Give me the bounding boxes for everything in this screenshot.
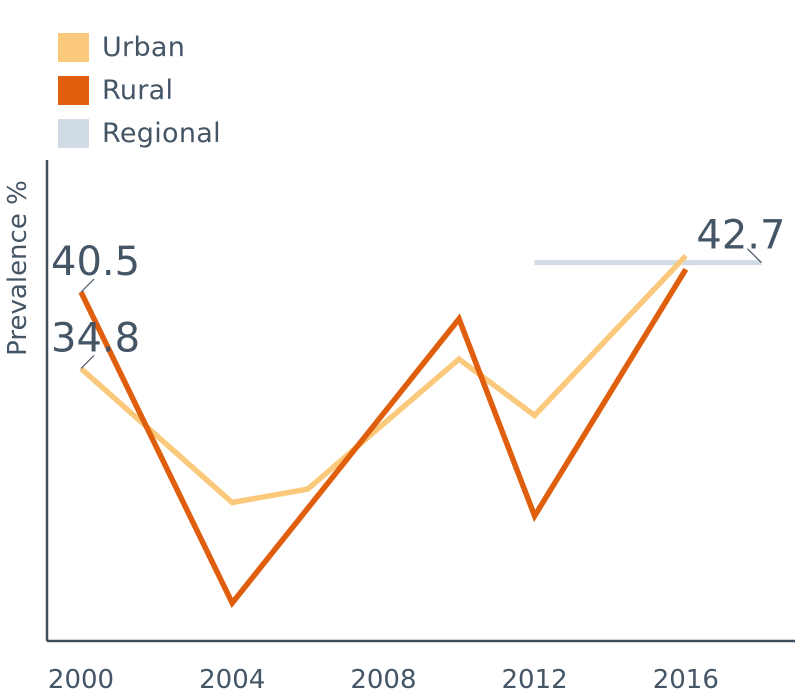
chart-series (78, 254, 762, 609)
annotation-leader-urban (80, 355, 95, 369)
annotation-leader-regional (746, 248, 762, 264)
chart-annotations: 40.5 34.8 42.7 (51, 213, 785, 369)
x-tick-label-2008: 2008 (350, 665, 416, 695)
series-line-rural (78, 267, 689, 609)
annotation-leader-rural (80, 278, 95, 293)
chart-axes: 2000 2004 2008 2012 2016 (45, 160, 795, 695)
annotation-label-regional: 42.7 (696, 213, 785, 259)
x-tick-label-2004: 2004 (199, 665, 265, 695)
legend-swatch-urban (58, 33, 89, 62)
y-axis-label: Prevalence % (3, 180, 33, 356)
legend-label-rural: Rural (102, 75, 174, 106)
x-tick-label-2012: 2012 (502, 665, 568, 695)
series-line-urban (79, 254, 688, 506)
chart-legend: Urban Rural Regional (58, 26, 221, 155)
annotation-label-rural: 40.5 (51, 239, 140, 285)
legend-swatch-regional (58, 119, 89, 148)
legend-swatch-rural (58, 76, 89, 105)
legend-label-regional: Regional (102, 118, 221, 149)
annotation-label-urban: 34.8 (51, 316, 140, 362)
legend-item-urban: Urban (58, 26, 221, 69)
legend-item-regional: Regional (58, 112, 221, 155)
legend-label-urban: Urban (102, 32, 186, 63)
x-tick-label-2000: 2000 (48, 665, 114, 695)
legend-item-rural: Rural (58, 69, 221, 112)
x-tick-label-2016: 2016 (653, 665, 719, 695)
